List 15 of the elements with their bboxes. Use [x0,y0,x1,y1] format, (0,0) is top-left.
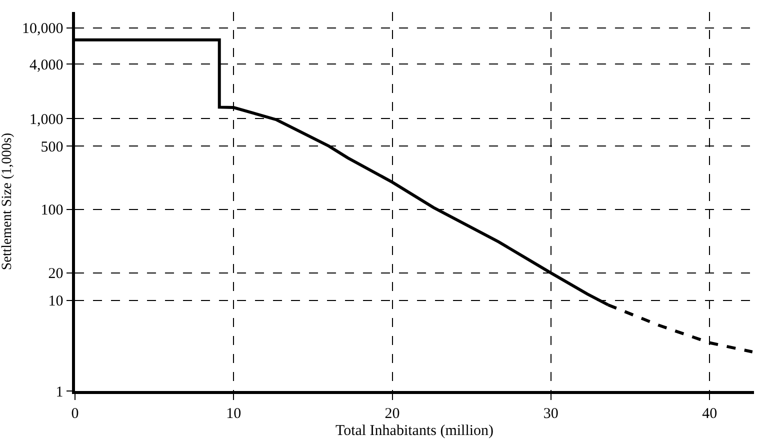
x-tick-label: 10 [226,406,242,422]
y-tick-label: 1 [56,384,64,400]
y-tick-label: 20 [48,266,64,282]
y-tick-label: 100 [40,202,64,219]
x-tick-label: 40 [702,406,718,422]
y-tick-label: 10 [48,294,64,310]
y-tick-label: 4,000 [30,57,64,74]
y-tick-label: 500 [40,139,64,156]
y-tick-label: 1,000 [30,112,64,128]
x-tick-label: 0 [71,406,79,422]
y-tick-label: 10,000 [22,21,64,38]
x-tick-label: 30 [543,406,558,422]
x-axis-title: Total Inhabitants (million) [335,422,494,439]
x-tick-label: 20 [384,406,400,422]
y-axis-title: Settlement Size (1,000s) [0,132,15,270]
